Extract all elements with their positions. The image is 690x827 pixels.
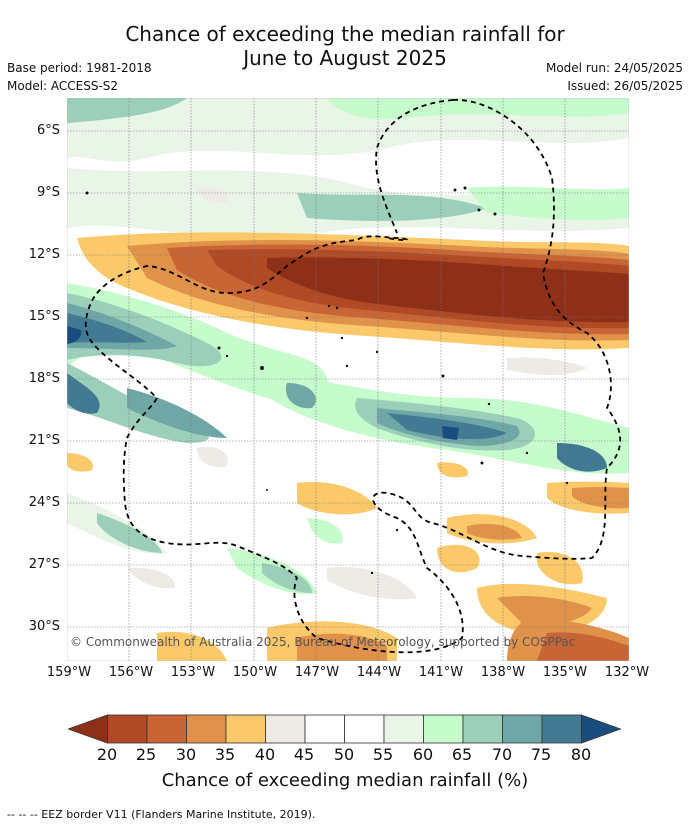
- colorbar-tick: 20: [96, 745, 118, 764]
- colorbar-cell: [423, 714, 464, 744]
- lat-label: 21°S: [28, 433, 60, 448]
- issued-date: Issued: 26/05/2025: [567, 79, 683, 93]
- title-line-1: Chance of exceeding the median rainfall …: [125, 22, 565, 46]
- colorbar-tick: 65: [451, 745, 473, 764]
- lat-label: 6°S: [36, 123, 60, 138]
- colorbar-arrow-low: [68, 714, 108, 744]
- colorbar-tick: 45: [293, 745, 315, 764]
- colorbar-cell: [383, 714, 424, 744]
- lon-label: 156°W: [108, 665, 154, 680]
- colorbar: [68, 714, 622, 744]
- map-title: Chance of exceeding the median rainfall …: [0, 22, 690, 70]
- colorbar-cell: [344, 714, 385, 744]
- colorbar-cell: [304, 714, 345, 744]
- base-period: Base period: 1981-2018: [7, 61, 152, 75]
- colorbar-tick: 80: [570, 745, 592, 764]
- lat-label: 30°S: [28, 619, 60, 634]
- lat-label: 24°S: [28, 495, 60, 510]
- lat-label: 18°S: [28, 371, 60, 386]
- colorbar-arrow-high: [581, 714, 622, 744]
- lon-label: 138°W: [480, 665, 526, 680]
- colorbar-cell: [462, 714, 503, 744]
- colorbar-tick: 60: [412, 745, 434, 764]
- lon-label: 159°W: [46, 665, 92, 680]
- lat-label: 12°S: [28, 247, 60, 262]
- model-name: Model: ACCESS-S2: [7, 79, 119, 93]
- colorbar-tick: 70: [491, 745, 513, 764]
- colorbar-cell: [265, 714, 306, 744]
- eez-legend: -- -- -- EEZ border V11 (Flanders Marine…: [7, 808, 316, 821]
- lat-label: 15°S: [28, 309, 60, 324]
- meta-left: Base period: 1981-2018 Model: ACCESS-S2: [7, 59, 152, 95]
- lon-label: 153°W: [170, 665, 216, 680]
- meta-right: Model run: 24/05/2025 Issued: 26/05/2025: [546, 59, 683, 95]
- lon-label: 147°W: [294, 665, 340, 680]
- lat-label: 27°S: [28, 557, 60, 572]
- map-copyright: © Commonwealth of Australia 2025, Bureau…: [70, 635, 575, 649]
- colorbar-tick: 75: [530, 745, 552, 764]
- colorbar-cell: [502, 714, 543, 744]
- lon-label: 150°W: [232, 665, 278, 680]
- colorbar-tick: 25: [135, 745, 157, 764]
- colorbar-cell: [186, 714, 227, 744]
- colorbar-tick: 50: [333, 745, 355, 764]
- colorbar-tick: 35: [214, 745, 236, 764]
- colorbar-cell: [146, 714, 187, 744]
- lon-label: 144°W: [356, 665, 402, 680]
- lon-label: 135°W: [542, 665, 588, 680]
- colorbar-label: Chance of exceeding median rainfall (%): [161, 770, 529, 791]
- colorbar-cell: [107, 714, 148, 744]
- lat-label: 9°S: [36, 185, 60, 200]
- colorbar-cell: [225, 714, 266, 744]
- colorbar-cell: [541, 714, 582, 744]
- model-run: Model run: 24/05/2025: [545, 61, 683, 75]
- title-line-2: June to August 2025: [243, 46, 447, 70]
- lon-label: 141°W: [418, 665, 464, 680]
- colorbar-tick: 55: [372, 745, 394, 764]
- colorbar-tick: 40: [254, 745, 276, 764]
- lon-label: 132°W: [604, 665, 650, 680]
- colorbar-tick: 30: [175, 745, 197, 764]
- rainfall-map: © Commonwealth of Australia 2025, Bureau…: [67, 98, 629, 661]
